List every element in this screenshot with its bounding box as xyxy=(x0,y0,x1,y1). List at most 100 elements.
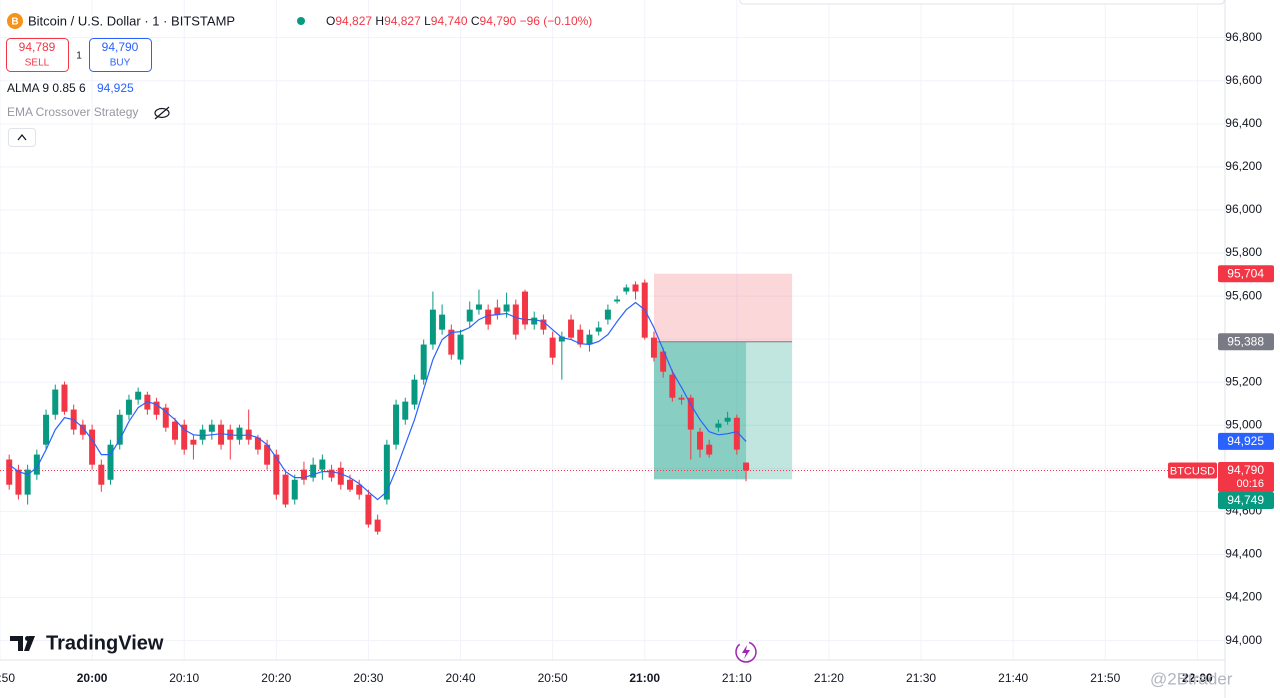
candle-body xyxy=(254,437,261,450)
sell-price[interactable]: 94,789 xyxy=(19,40,56,54)
price-label-box xyxy=(1218,432,1274,450)
candle-body xyxy=(503,304,510,312)
price-label-box xyxy=(1218,333,1274,351)
ohlc-legend: O94,827 H94,827 L94,740 C94,790 −96 (−0.… xyxy=(326,14,592,28)
candle-body xyxy=(98,464,105,485)
logo-text[interactable]: TradingView xyxy=(46,632,164,654)
chevron[interactable] xyxy=(17,133,27,141)
y-tick-label: 96,800 xyxy=(1225,30,1262,44)
quantity: 1 xyxy=(76,51,82,62)
candle-body xyxy=(577,329,584,345)
candle-body xyxy=(172,421,178,440)
price-label: 95,388 xyxy=(1227,334,1264,348)
candle-body xyxy=(632,284,639,292)
candle-body xyxy=(586,334,593,345)
x-tick-label: 22:00 xyxy=(1182,671,1213,685)
collapse-button[interactable] xyxy=(8,128,36,147)
price-label-box xyxy=(1218,462,1274,493)
candle-body xyxy=(540,319,547,330)
price-label-timer: 00:16 xyxy=(1236,478,1264,490)
candle-body xyxy=(282,474,289,505)
candle-body xyxy=(393,404,400,445)
y-tick-label: 95,600 xyxy=(1225,288,1262,302)
sell-button[interactable]: 94,789 SELL xyxy=(6,38,69,72)
candle-body xyxy=(549,337,556,358)
sell-text[interactable]: SELL xyxy=(25,58,50,69)
candle-body xyxy=(15,469,22,495)
candle-body xyxy=(604,309,611,320)
target-zone-live xyxy=(653,341,747,480)
plot-area xyxy=(0,0,1225,660)
strategy-name[interactable]: EMA Crossover Strategy xyxy=(7,105,138,119)
symbol-icon-glyph: B xyxy=(11,17,18,28)
candle-body xyxy=(79,424,86,435)
candle-body xyxy=(623,287,630,292)
candle-body xyxy=(116,414,123,445)
replay-bolt[interactable] xyxy=(742,645,750,659)
candle-body xyxy=(61,384,68,412)
price-label-box xyxy=(1218,265,1274,283)
stop-zone xyxy=(653,273,793,342)
candle-body xyxy=(494,307,501,315)
candle-body xyxy=(475,304,482,310)
candle-body xyxy=(236,427,243,440)
candle-body xyxy=(697,431,703,450)
x-tick-label: 20:30 xyxy=(353,671,383,685)
eye[interactable] xyxy=(154,107,170,119)
candle-body xyxy=(310,464,317,478)
candle-body xyxy=(33,454,40,475)
candle-body xyxy=(485,309,492,325)
candle-body xyxy=(558,336,565,342)
buy-box[interactable] xyxy=(89,38,152,72)
x-tick-label: 21:10 xyxy=(722,671,752,685)
x-tick-label: 20:00 xyxy=(77,671,108,685)
candle-body xyxy=(43,414,50,445)
hidden-icon[interactable] xyxy=(154,106,170,120)
price-label-box xyxy=(1218,492,1274,510)
alma-line xyxy=(8,301,747,501)
candle-body xyxy=(706,444,713,455)
collapse-box[interactable] xyxy=(8,128,36,147)
logo[interactable]: TradingView xyxy=(10,632,164,654)
candle-body xyxy=(743,462,750,471)
candle-body xyxy=(374,519,381,532)
buy-text[interactable]: BUY xyxy=(110,58,131,69)
price-label: 95,704 xyxy=(1227,266,1264,280)
candle-body xyxy=(199,429,206,440)
y-tick-label: 95,000 xyxy=(1225,417,1262,431)
candle-body xyxy=(660,351,667,372)
x-tick-label: 21:20 xyxy=(814,671,844,685)
x-tick-label: 20:40 xyxy=(446,671,476,685)
candle-body xyxy=(328,469,335,478)
price-label: 94,925 xyxy=(1227,434,1264,448)
x-tick-label: 21:50 xyxy=(1090,671,1120,685)
candle-body xyxy=(52,389,59,415)
candle-body xyxy=(531,317,538,325)
candle-body xyxy=(365,494,372,525)
candle-body xyxy=(264,444,271,465)
candle-body xyxy=(125,399,132,415)
replay-ring[interactable] xyxy=(735,641,757,663)
sell-box[interactable] xyxy=(6,38,69,72)
candle-body xyxy=(448,329,455,355)
candle-body xyxy=(6,459,13,485)
logo-mark[interactable] xyxy=(10,636,35,651)
candle-body xyxy=(687,397,694,430)
candle-body xyxy=(135,391,142,400)
x-tick-label: 20:10 xyxy=(169,671,199,685)
candle-body xyxy=(383,444,390,500)
buy-price[interactable]: 94,790 xyxy=(102,40,139,54)
watermark: @2Btrader xyxy=(1150,669,1233,688)
market-status xyxy=(297,17,305,25)
replay-icon[interactable] xyxy=(735,641,757,663)
indicator-value: 94,925 xyxy=(97,81,134,95)
eye-slash[interactable] xyxy=(154,106,170,120)
price-label: 94,749 xyxy=(1227,493,1264,507)
symbol-label-box xyxy=(1168,462,1217,479)
change: −96 xyxy=(520,14,541,28)
buy-button[interactable]: 94,790 BUY xyxy=(89,38,152,72)
candle-body xyxy=(190,439,197,445)
logo-dot[interactable] xyxy=(25,636,30,641)
y-tick-label: 94,400 xyxy=(1225,547,1262,561)
